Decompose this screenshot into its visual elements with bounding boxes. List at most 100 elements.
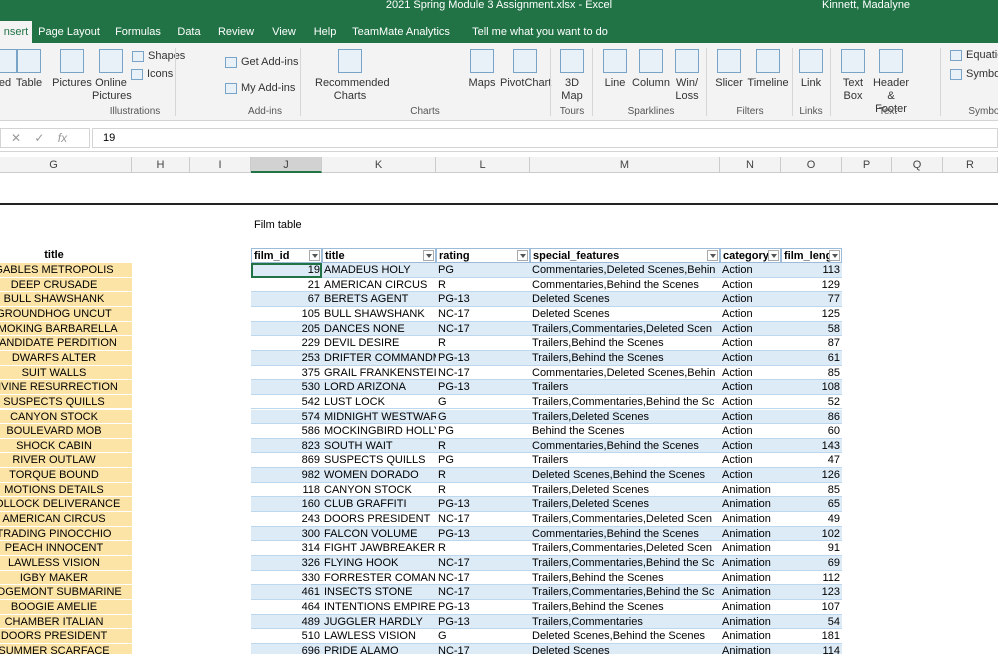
list-cell[interactable]: TORQUE BOUND	[0, 468, 132, 483]
table-cell[interactable]: 123	[781, 585, 842, 600]
ribbon-button[interactable]: PivotChart	[500, 77, 552, 89]
list-cell[interactable]: CHAMBER ITALIAN	[0, 614, 132, 630]
table-cell[interactable]: Commentaries,Deleted Scenes,Behin	[530, 365, 720, 381]
table-cell[interactable]: 869	[251, 453, 322, 469]
table-cell[interactable]: G	[436, 394, 530, 410]
list-cell[interactable]: SUIT WALLS	[0, 365, 132, 381]
column-header[interactable]: H	[132, 157, 190, 173]
table-cell[interactable]: 21	[251, 277, 322, 293]
table-cell[interactable]: 91	[781, 541, 842, 556]
column-header[interactable]: J	[251, 157, 322, 173]
table-cell[interactable]: JUGGLER HARDLY	[322, 614, 436, 630]
table-cell[interactable]: Trailers,Behind the Scenes	[530, 350, 720, 366]
table-cell[interactable]: Action	[720, 277, 781, 293]
table-cell[interactable]: Trailers,Commentaries,Behind the Sc	[530, 585, 720, 600]
table-cell[interactable]: Trailers,Behind the Scenes	[530, 599, 720, 615]
table-cell[interactable]: Animation	[720, 614, 781, 630]
table-cell[interactable]: CLUB GRAFFITI	[322, 497, 436, 513]
table-cell[interactable]: BERETS AGENT	[322, 292, 436, 307]
table-cell[interactable]: Trailers,Commentaries	[530, 614, 720, 630]
list-cell[interactable]: RIVER OUTLAW	[0, 453, 132, 469]
list-cell[interactable]: SUSPECTS QUILLS	[0, 394, 132, 410]
list-cell[interactable]: GROUNDHOG UNCUT	[0, 306, 132, 322]
list-cell[interactable]: GABLES METROPOLIS	[0, 263, 132, 278]
ribbon-tab[interactable]: Tell me what you want to do	[472, 26, 608, 38]
filter-button[interactable]	[517, 250, 528, 261]
table-cell[interactable]: PG-13	[436, 380, 530, 395]
table-header[interactable]: special_features	[530, 248, 720, 263]
table-cell[interactable]: 330	[251, 570, 322, 586]
ribbon-button[interactable]: 3D Map	[561, 77, 583, 102]
table-cell[interactable]: Animation	[720, 497, 781, 513]
table-cell[interactable]: NC-17	[436, 512, 530, 527]
table-cell[interactable]: PG-13	[436, 614, 530, 630]
table-cell[interactable]: 823	[251, 438, 322, 454]
table-cell[interactable]: 253	[251, 350, 322, 366]
table-cell[interactable]: Deleted Scenes	[530, 643, 720, 654]
table-cell[interactable]: LORD ARIZONA	[322, 380, 436, 395]
ribbon-button[interactable]: Icons	[147, 68, 174, 80]
table-cell[interactable]: Trailers	[530, 453, 720, 469]
table-cell[interactable]: 574	[251, 409, 322, 425]
table-cell[interactable]: DRIFTER COMMANDM	[322, 350, 436, 366]
table-cell[interactable]: Deleted Scenes,Behind the Scenes	[530, 468, 720, 483]
table-cell[interactable]: Animation	[720, 482, 781, 498]
table-cell[interactable]: 49	[781, 512, 842, 527]
list-cell[interactable]: IGBY MAKER	[0, 570, 132, 586]
column-header[interactable]: R	[943, 157, 998, 173]
list-cell[interactable]: RIDGEMONT SUBMARINE	[0, 585, 132, 600]
table-cell[interactable]: DANCES NONE	[322, 321, 436, 337]
table-cell[interactable]: 118	[251, 482, 322, 498]
table-cell[interactable]: G	[436, 409, 530, 425]
table-cell[interactable]: 105	[251, 306, 322, 322]
table-cell[interactable]: Animation	[720, 556, 781, 571]
table-header[interactable]: rating	[436, 248, 530, 263]
table-cell[interactable]: WOMEN DORADO	[322, 468, 436, 483]
ribbon-tab[interactable]: Page Layout	[38, 26, 100, 38]
column-header[interactable]: O	[781, 157, 842, 173]
table-cell[interactable]: 108	[781, 380, 842, 395]
list-cell[interactable]: LAWLESS VISION	[0, 556, 132, 571]
list-cell[interactable]: BOULEVARD MOB	[0, 424, 132, 439]
ribbon-tab[interactable]: Data	[177, 26, 201, 38]
table-cell[interactable]: FORRESTER COMANCH	[322, 570, 436, 586]
table-cell[interactable]: Action	[720, 292, 781, 307]
table-cell[interactable]: DOORS PRESIDENT	[322, 512, 436, 527]
ribbon-tab[interactable]: Formulas	[115, 26, 161, 38]
table-cell[interactable]: PG	[436, 453, 530, 469]
table-cell[interactable]: 300	[251, 526, 322, 542]
list-cell[interactable]: DWARFS ALTER	[0, 350, 132, 366]
column-header[interactable]: M	[530, 157, 720, 173]
table-cell[interactable]: NC-17	[436, 570, 530, 586]
table-cell[interactable]: Commentaries,Deleted Scenes,Behin	[530, 263, 720, 278]
ribbon-button[interactable]: Get Add-ins	[241, 56, 299, 68]
column-header[interactable]: I	[190, 157, 251, 173]
table-cell[interactable]: Animation	[720, 512, 781, 527]
table-cell[interactable]: GRAIL FRANKENSTEIN	[322, 365, 436, 381]
table-cell[interactable]: NC-17	[436, 556, 530, 571]
ribbon-button[interactable]: Recommended Charts	[315, 77, 390, 102]
table-cell[interactable]: 129	[781, 277, 842, 293]
table-cell[interactable]: PG-13	[436, 292, 530, 307]
list-cell[interactable]: CANDIDATE PERDITION	[0, 336, 132, 351]
ribbon-button[interactable]: My Add-ins	[241, 82, 296, 94]
table-cell[interactable]: 60	[781, 424, 842, 439]
table-cell[interactable]: 67	[251, 292, 322, 307]
table-cell[interactable]: 85	[781, 482, 842, 498]
table-cell[interactable]: NC-17	[436, 306, 530, 322]
table-cell[interactable]: 47	[781, 453, 842, 469]
table-cell[interactable]: G	[436, 629, 530, 644]
table-cell[interactable]: AMADEUS HOLY	[322, 263, 436, 278]
list-cell[interactable]: SMOKING BARBARELLA	[0, 321, 132, 337]
table-cell[interactable]: 696	[251, 643, 322, 654]
table-cell[interactable]: Commentaries,Behind the Scenes	[530, 277, 720, 293]
table-cell[interactable]: 489	[251, 614, 322, 630]
table-cell[interactable]: AMERICAN CIRCUS	[322, 277, 436, 293]
table-cell[interactable]: Action	[720, 468, 781, 483]
table-cell[interactable]: Animation	[720, 526, 781, 542]
table-cell[interactable]: 243	[251, 512, 322, 527]
table-cell[interactable]: Deleted Scenes,Behind the Scenes	[530, 629, 720, 644]
table-cell[interactable]: DEVIL DESIRE	[322, 336, 436, 351]
ribbon-button[interactable]: Online Pictures	[92, 77, 132, 102]
ribbon-button[interactable]: Shapes	[148, 50, 186, 62]
